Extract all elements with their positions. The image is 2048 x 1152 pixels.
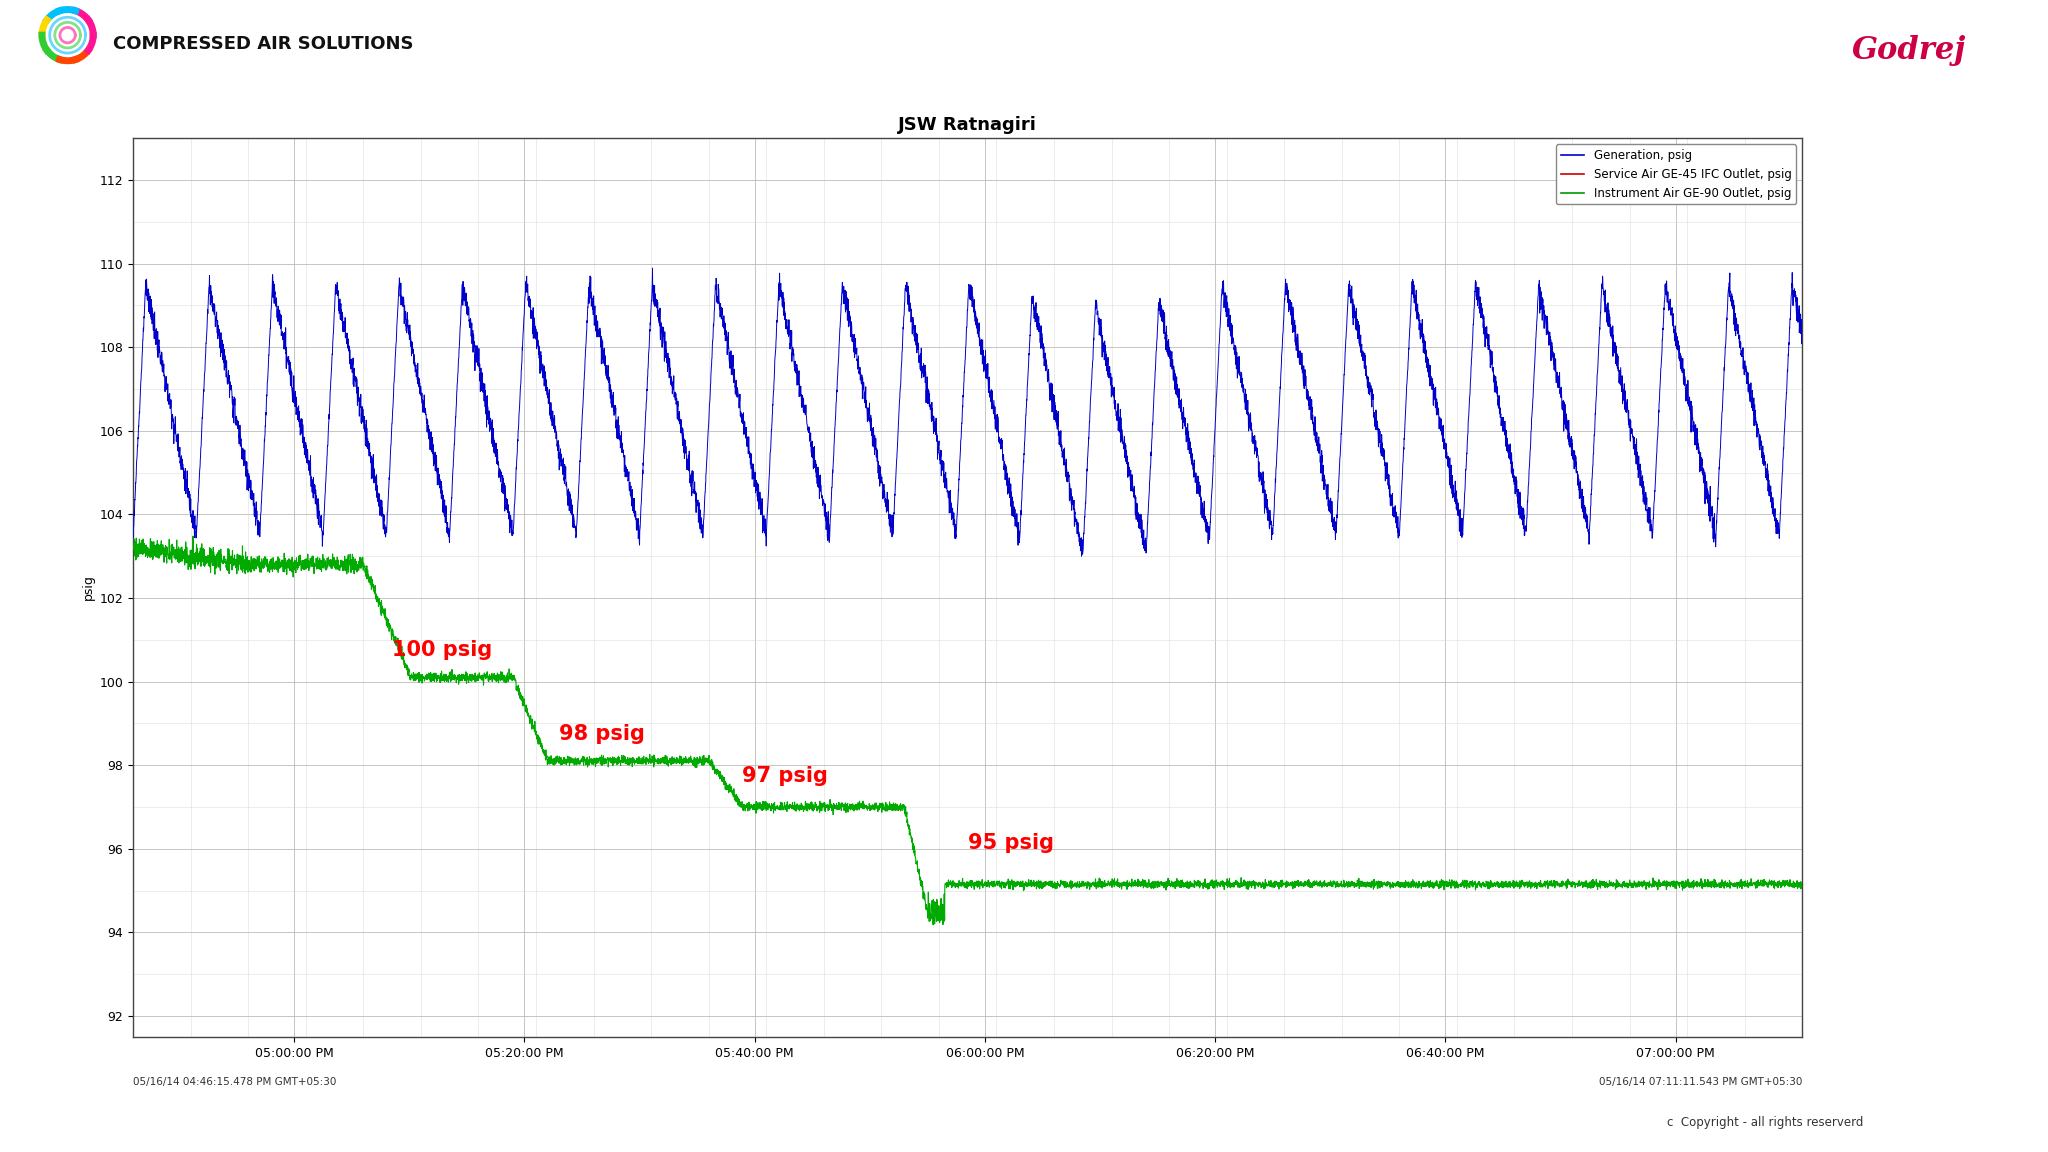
Text: c  Copyright - all rights reserverd: c Copyright - all rights reserverd [1667, 1116, 1864, 1129]
Text: 100 psig: 100 psig [391, 641, 492, 660]
Text: 95 psig: 95 psig [967, 833, 1053, 852]
Legend: Generation, psig, Service Air GE-45 IFC Outlet, psig, Instrument Air GE-90 Outle: Generation, psig, Service Air GE-45 IFC … [1556, 144, 1796, 204]
Text: 05/16/14 04:46:15.478 PM GMT+05:30: 05/16/14 04:46:15.478 PM GMT+05:30 [133, 1077, 336, 1087]
Text: 98 psig: 98 psig [559, 725, 645, 744]
Text: COMPRESSED AIR SOLUTIONS: COMPRESSED AIR SOLUTIONS [113, 35, 414, 53]
Y-axis label: psig: psig [82, 575, 96, 600]
Text: 05/16/14 07:11:11.543 PM GMT+05:30: 05/16/14 07:11:11.543 PM GMT+05:30 [1599, 1077, 1802, 1087]
Circle shape [53, 21, 82, 50]
Text: Godrej: Godrej [1851, 35, 1966, 66]
Text: 97 psig: 97 psig [741, 766, 827, 786]
Title: JSW Ratnagiri: JSW Ratnagiri [899, 116, 1036, 134]
